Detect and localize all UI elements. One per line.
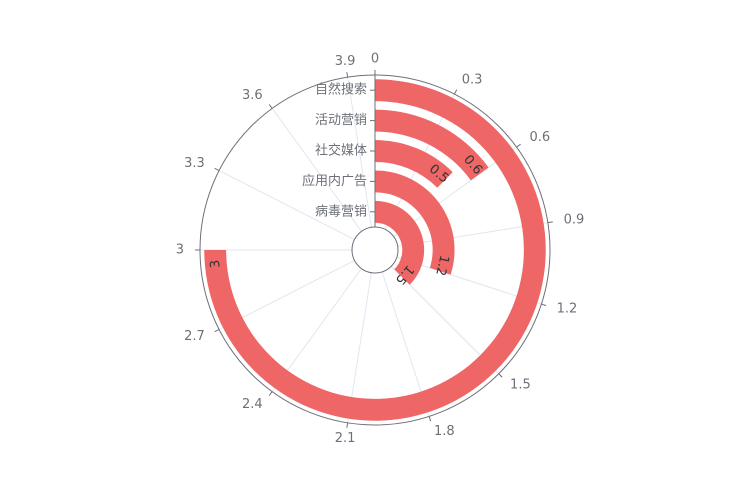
category-label: 应用内广告 [302, 173, 367, 189]
angle-tick-label: 0.6 [530, 130, 551, 145]
split-line [271, 108, 362, 232]
split-line [347, 77, 372, 228]
angle-tick-label: 0 [371, 52, 379, 67]
category-label: 自然搜索 [315, 82, 367, 98]
angle-tick-label: 3 [176, 243, 184, 258]
angle-tick [516, 143, 521, 148]
angle-tick [268, 391, 273, 396]
angle-tick-label: 3.6 [242, 88, 263, 103]
angle-tick [541, 303, 547, 307]
angle-tick [346, 72, 349, 78]
bar-应用内广告[interactable] [374, 170, 455, 275]
bar-活动营销[interactable] [375, 109, 489, 181]
angle-tick [428, 416, 432, 422]
data-label: 1.2 [432, 254, 451, 278]
angle-tick-label: 0.3 [462, 72, 483, 87]
angle-tick-label: 2.1 [335, 431, 356, 446]
angle-tick-label: 3.9 [335, 54, 356, 69]
data-label: 3 [208, 259, 224, 269]
angle-tick [498, 373, 503, 378]
angle-tick-label: 2.4 [242, 397, 263, 412]
angle-axis [195, 70, 553, 428]
angle-tick-label: 1.5 [510, 378, 531, 393]
angle-tick-label: 0.9 [564, 213, 585, 228]
inner-circle [351, 226, 399, 274]
bar-社交媒体[interactable] [375, 140, 453, 188]
angle-tick [346, 422, 349, 428]
angle-tick [454, 89, 458, 95]
bar-病毒营销[interactable] [375, 200, 425, 285]
angle-tick-label: 1.8 [434, 424, 455, 439]
bars [204, 79, 546, 421]
category-label: 活动营销 [315, 113, 367, 128]
angle-tick [547, 221, 553, 224]
angle-tick-label: 2.7 [184, 329, 205, 344]
angle-tick [214, 167, 220, 171]
category-label: 社交媒体 [315, 143, 367, 159]
split-line [218, 170, 355, 241]
angle-tick [268, 104, 273, 109]
angle-tick-label: 1.2 [557, 302, 578, 317]
angle-tick-label: 3.3 [184, 156, 205, 171]
angle-tick [214, 329, 220, 333]
category-label: 病毒营销 [315, 204, 367, 219]
tick-labels: 0 0.3 0.6 0.9 1.2 1.5 1.8 2.1 2.4 2.7 3 3.3 3.6 3.9 [176, 52, 585, 447]
